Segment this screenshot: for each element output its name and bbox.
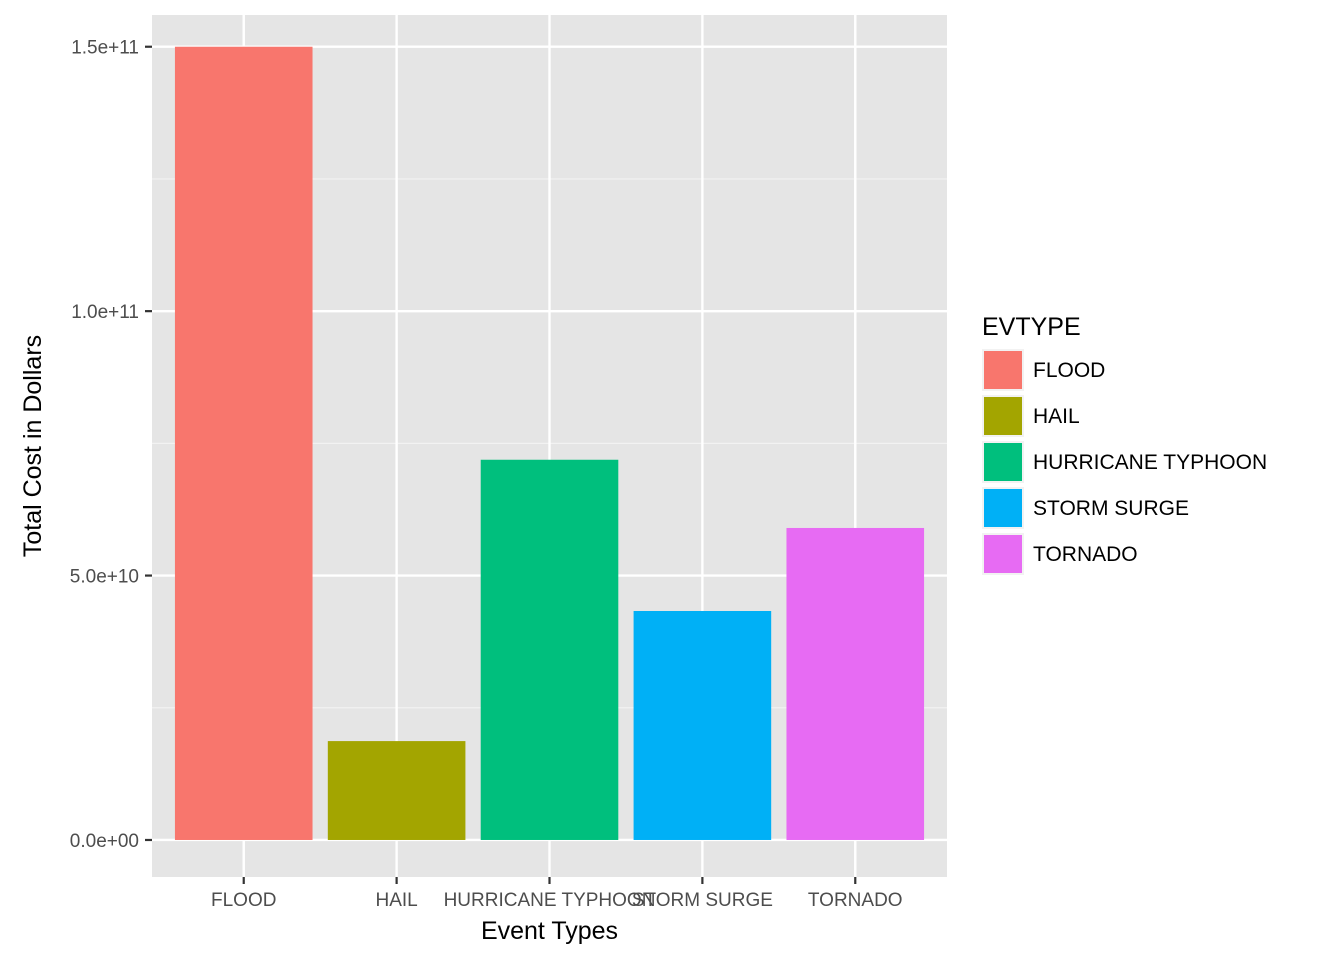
legend-swatch [984,351,1022,389]
x-tick-label: HURRICANE TYPHOON [444,890,656,911]
x-axis-title: Event Types [481,917,618,945]
x-tick-label: FLOOD [211,890,276,911]
bar-flood [174,46,313,840]
x-tick-label: HAIL [375,890,417,911]
legend-item-label: HURRICANE TYPHOON [1033,451,1267,474]
legend-item-label: STORM SURGE [1033,497,1189,520]
x-tick-label: STORM SURGE [632,890,773,911]
bars [174,46,925,840]
y-tick-label: 0.0e+00 [70,831,139,852]
legend-swatch [984,443,1022,481]
legend: EVTYPE FLOOD HAIL HURRICANE TYPHOON STORM S… [982,313,1267,575]
x-tick-label: TORNADO [808,890,903,911]
bar-tornado [786,527,925,840]
y-axis-title: Total Cost in Dollars [19,335,47,557]
legend-item-label: FLOOD [1033,359,1105,382]
bar-storm-surge [633,610,772,840]
y-tick-label: 1.5e+11 [71,38,139,59]
legend-item-label: TORNADO [1033,543,1138,566]
legend-title: EVTYPE [982,313,1081,341]
bar-hail [327,741,466,840]
y-tick-label: 5.0e+10 [70,567,139,588]
legend-swatch [984,535,1022,573]
legend-item-label: HAIL [1033,405,1080,428]
y-tick-label: 1.0e+11 [71,302,139,323]
y-axis: 0.0e+00 5.0e+10 1.0e+11 1.5e+11 [70,38,152,852]
legend-swatch [984,489,1022,527]
bar-hurricane-typhoon [480,459,619,840]
legend-swatch [984,397,1022,435]
